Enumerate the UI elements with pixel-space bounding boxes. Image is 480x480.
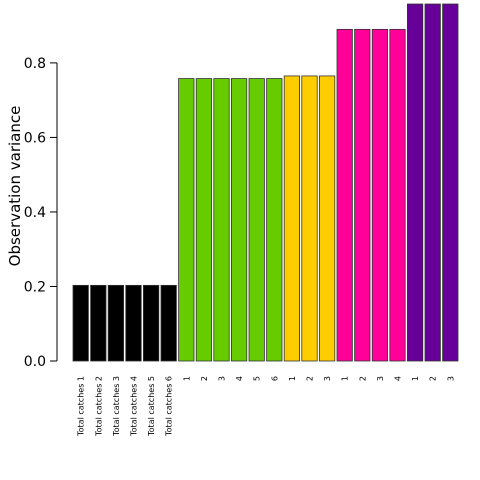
bar	[336, 28, 353, 362]
bar	[318, 75, 336, 362]
x-tick-label: 4	[394, 376, 403, 381]
bar	[389, 28, 406, 362]
bar	[125, 284, 142, 362]
bar	[213, 78, 230, 362]
x-tick-label: Total catches 3	[112, 376, 121, 437]
bar	[90, 284, 107, 362]
x-tick-label: 2	[306, 376, 315, 381]
x-tick-label: 3	[376, 376, 385, 381]
bar	[371, 28, 389, 362]
y-tick-label: 0.2	[24, 279, 46, 295]
x-tick-label: 1	[341, 376, 350, 381]
bar	[107, 284, 124, 362]
x-tick-label: Total catches 5	[147, 376, 156, 437]
bar	[142, 284, 160, 362]
x-tick-label: Total catches 6	[165, 376, 174, 437]
bar	[301, 75, 318, 362]
bar	[160, 284, 177, 362]
x-tick-label: 4	[235, 376, 244, 381]
bars	[72, 3, 459, 362]
x-tick-label: 6	[270, 376, 279, 381]
bar	[406, 3, 424, 362]
x-tick-label: 1	[288, 376, 297, 381]
y-tick-label: 0.6	[24, 130, 46, 146]
bar	[283, 75, 301, 362]
x-tick-label: 2	[429, 376, 438, 381]
bar	[248, 78, 265, 362]
x-tick-label: 3	[218, 376, 227, 381]
bar	[178, 78, 195, 362]
y-tick-label: 0.0	[24, 354, 46, 370]
x-tick-label: 5	[253, 376, 262, 381]
x-tick-label: 1	[411, 376, 420, 381]
y-axis-title: Observation variance	[6, 106, 24, 267]
bar	[72, 284, 89, 362]
bar	[266, 78, 283, 362]
x-tick-label: 1	[182, 376, 191, 381]
x-tick-label: 3	[446, 376, 455, 381]
y-axis: 0.0 0.2 0.4 0.6 0.8	[24, 56, 58, 370]
x-tick-label: Total catches 4	[130, 376, 139, 437]
x-tick-label: Total catches 1	[77, 376, 86, 437]
bar	[442, 3, 459, 362]
y-tick-label: 0.8	[24, 56, 46, 72]
bar	[230, 78, 248, 362]
x-axis-labels: Total catches 1 Total catches 2 Total catc…	[77, 376, 456, 437]
bar	[354, 28, 371, 362]
x-tick-label: 2	[358, 376, 367, 381]
x-tick-label: 2	[200, 376, 209, 381]
y-tick-label: 0.4	[24, 205, 46, 221]
bar	[195, 78, 212, 362]
x-tick-label: Total catches 2	[94, 376, 103, 437]
bar	[424, 3, 441, 362]
x-tick-label: 3	[323, 376, 332, 381]
